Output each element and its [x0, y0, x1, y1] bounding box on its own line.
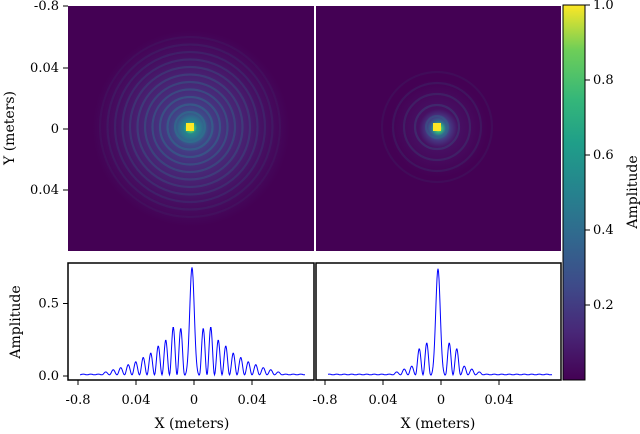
- bottom-ytick-label-1: 0.5: [38, 297, 59, 312]
- colorbar-tick-label-2: 0.6: [593, 148, 614, 163]
- line-left-curve: [79, 267, 305, 377]
- heatmap-right: [316, 6, 561, 251]
- top-ytick-label-2: 0: [51, 122, 59, 137]
- xaxis-left-tick-label-1: 0.04: [122, 393, 151, 408]
- top-y-axis: -0.8 0.04 0 0.04: [30, 0, 68, 198]
- line-right-curve: [327, 268, 553, 377]
- ring-left-8: [128, 65, 252, 189]
- colorbar-tick-label-3: 0.4: [593, 223, 614, 238]
- top-ylabel: Y (meters): [2, 91, 18, 166]
- ring-left-9: [121, 58, 259, 196]
- ring-right-3: [402, 92, 472, 162]
- bottom-y-axis: 0.0 0.5: [38, 297, 68, 384]
- xaxis-right-tick-label-2: 0: [437, 393, 445, 408]
- colorbar: 1.0 0.8 0.6 0.4 0.2 Amplitude: [562, 0, 640, 381]
- colorbar-tick-label-4: 0.2: [593, 298, 614, 313]
- colorbar-ticks: 1.0 0.8 0.6 0.4 0.2: [585, 0, 614, 313]
- x-axis-right: -0.8 0.04 0 0.04: [312, 380, 513, 408]
- heatmap-right-rings: [380, 70, 494, 184]
- heatmap-left: [68, 6, 314, 251]
- colorbar-tick-label-1: 0.8: [593, 73, 614, 88]
- bottom-ylabel: Amplitude: [8, 285, 24, 359]
- ring-left-11: [106, 43, 274, 211]
- bottom-ytick-label-0: 0.0: [38, 369, 59, 384]
- colorbar-label: Amplitude: [625, 155, 640, 229]
- ring-left-3: [166, 103, 214, 151]
- ring-left-7: [136, 73, 244, 181]
- xaxis-right-tick-label-0: -0.8: [312, 393, 337, 408]
- xaxis-right-tick-label-1: 0.04: [369, 393, 398, 408]
- ring-left-12: [98, 35, 282, 219]
- ring-left-4: [158, 95, 222, 159]
- xlabel-left: X (meters): [155, 416, 230, 432]
- line-left-frame: [67, 262, 315, 381]
- xaxis-right-tick-label-3: 0.04: [485, 393, 514, 408]
- xaxis-left-tick-label-2: 0: [190, 393, 198, 408]
- xlabel-right: X (meters): [401, 416, 476, 432]
- ring-right-1: [424, 114, 450, 140]
- heatmap-left-rings: [98, 35, 282, 219]
- ring-left-5: [151, 88, 229, 166]
- ring-left-6: [143, 80, 237, 174]
- ring-left-2: [173, 110, 207, 144]
- ring-right-4: [391, 81, 483, 173]
- line-right-frame: [315, 262, 562, 381]
- ring-right-peak: [433, 123, 441, 131]
- colorbar-bar: [562, 4, 586, 381]
- ring-right-2: [413, 103, 461, 151]
- top-ytick-label-0: -0.8: [34, 0, 59, 14]
- top-ytick-label-3: 0.04: [30, 183, 59, 198]
- ring-right-5: [380, 70, 494, 184]
- ring-left-peak: [186, 123, 194, 131]
- colorbar-tick-label-0: 1.0: [593, 0, 614, 13]
- xaxis-left-tick-label-3: 0.04: [238, 393, 267, 408]
- ring-left-1: [181, 118, 199, 136]
- ring-left-10: [113, 50, 267, 204]
- x-axis-left: -0.8 0.04 0 0.04: [65, 380, 266, 408]
- top-ytick-label-1: 0.04: [30, 61, 59, 76]
- xaxis-left-tick-label-0: -0.8: [65, 393, 90, 408]
